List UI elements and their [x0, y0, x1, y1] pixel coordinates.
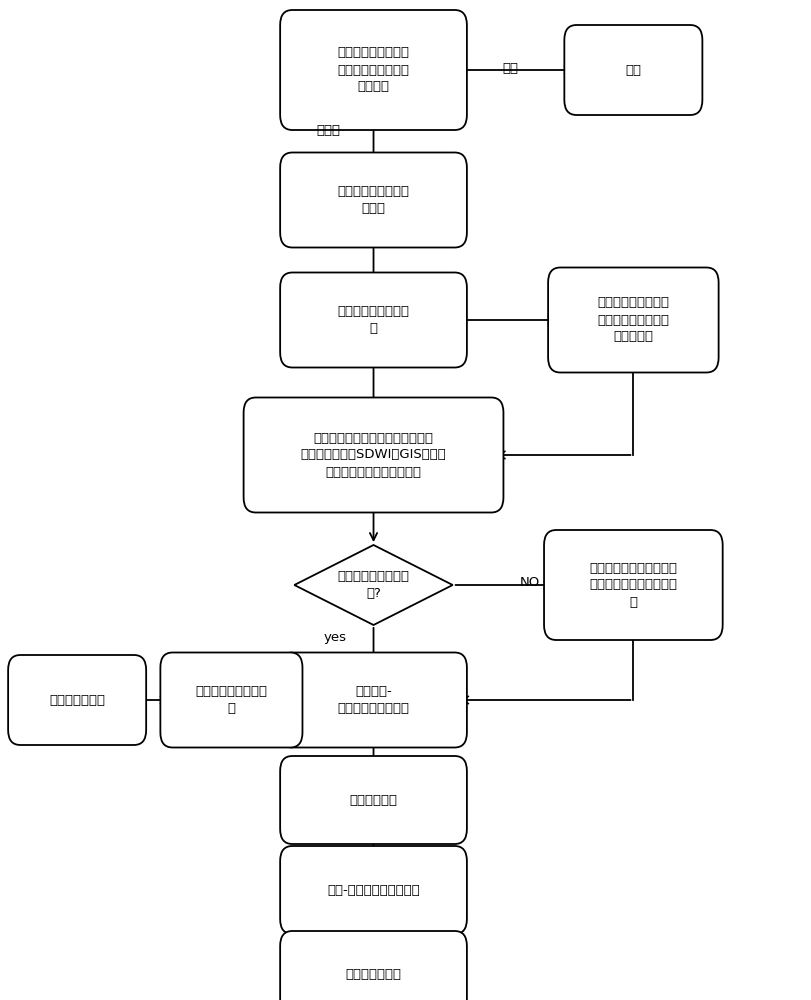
FancyBboxPatch shape	[280, 152, 466, 247]
Text: yes: yes	[324, 632, 346, 645]
Text: 耦合处理：几何精校
正与多源影像水库面
积系数折算: 耦合处理：几何精校 正与多源影像水库面 积系数折算	[597, 296, 668, 344]
Text: 实测日水位资料: 实测日水位资料	[49, 694, 105, 706]
Text: 不合理: 不合理	[316, 123, 341, 136]
FancyBboxPatch shape	[564, 25, 702, 115]
FancyBboxPatch shape	[243, 397, 503, 512]
Text: 基于光谱增强的自动阈值水体聚类
统计方法和基于SDWI与GIS结合的
水库双峰分割自动统计方法: 基于光谱增强的自动阈值水体聚类 统计方法和基于SDWI与GIS结合的 水库双峰分…	[300, 432, 446, 479]
FancyBboxPatch shape	[160, 653, 302, 748]
FancyBboxPatch shape	[280, 931, 466, 1000]
FancyBboxPatch shape	[280, 272, 466, 367]
Text: 精度检验与评价: 精度检验与评价	[345, 968, 401, 982]
FancyBboxPatch shape	[543, 530, 722, 640]
FancyBboxPatch shape	[280, 653, 466, 748]
Text: 基础预处理与耦合处
理: 基础预处理与耦合处 理	[337, 305, 409, 335]
Text: 结合水库检核数据或原始
低水位区间的库容曲线数
据: 结合水库检核数据或原始 低水位区间的库容曲线数 据	[589, 562, 676, 608]
Text: 库容计算模型: 库容计算模型	[349, 794, 397, 806]
FancyBboxPatch shape	[280, 10, 466, 130]
Text: 影像时间对应的水位
值: 影像时间对应的水位 值	[195, 685, 267, 715]
FancyBboxPatch shape	[280, 756, 466, 844]
Text: 影像是否覆盖完整水
位?: 影像是否覆盖完整水 位?	[337, 570, 409, 600]
Text: 水位-库容重构曲线的拟合: 水位-库容重构曲线的拟合	[327, 884, 419, 896]
Text: 多源时相遥感影像数
据收集: 多源时相遥感影像数 据收集	[337, 185, 409, 215]
FancyBboxPatch shape	[280, 846, 466, 934]
Text: 结束: 结束	[624, 64, 641, 77]
Text: 合理: 合理	[501, 62, 517, 75]
FancyBboxPatch shape	[547, 267, 718, 372]
Text: 完整水位-
面积关系曲线的拟合: 完整水位- 面积关系曲线的拟合	[337, 685, 409, 715]
FancyBboxPatch shape	[8, 655, 146, 745]
Text: 遥感水库面积对比法
与实地调研原始库容
曲线评估: 遥感水库面积对比法 与实地调研原始库容 曲线评估	[337, 46, 409, 94]
Text: NO: NO	[520, 576, 539, 588]
Polygon shape	[294, 545, 453, 625]
